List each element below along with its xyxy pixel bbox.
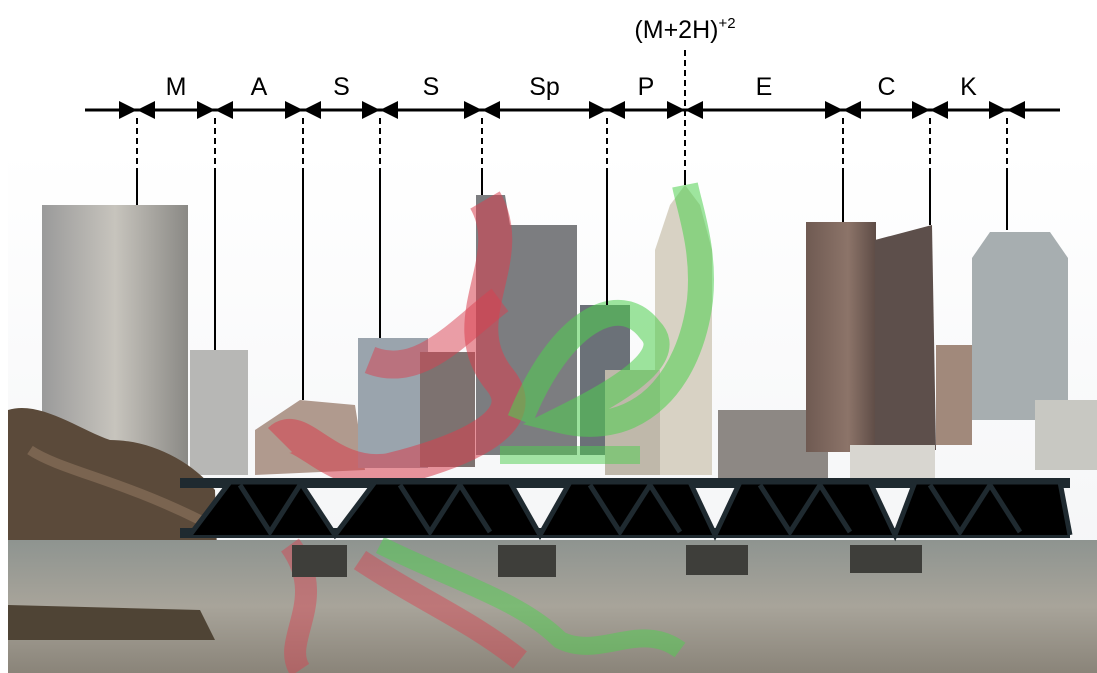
arrowhead: [930, 101, 948, 119]
arrowhead: [685, 101, 703, 119]
arrowhead: [464, 101, 482, 119]
arrowhead: [285, 101, 303, 119]
arrowhead: [843, 101, 861, 119]
top-label-sup: +2: [718, 15, 735, 32]
arrowhead: [825, 101, 843, 119]
segment-label: S: [333, 73, 350, 101]
top-label: (M+2H)+2: [634, 15, 735, 44]
segment-label: C: [877, 73, 895, 101]
arrowhead: [197, 101, 215, 119]
top-label-base: (M+2H): [634, 16, 718, 44]
segment-label: A: [251, 73, 268, 101]
segment-label: K: [960, 73, 977, 101]
arrowhead: [215, 101, 233, 119]
segment-label: P: [638, 73, 655, 101]
arrowhead: [589, 101, 607, 119]
arrowhead: [607, 101, 625, 119]
segment-label: M: [166, 73, 187, 101]
arrowhead: [482, 101, 500, 119]
segment-label: S: [423, 73, 440, 101]
arrowhead: [380, 101, 398, 119]
arrowhead: [667, 101, 685, 119]
arrowhead: [989, 101, 1007, 119]
arrowhead: [303, 101, 321, 119]
figure: (M+2H)+2 M A S S Sp P E C K: [0, 0, 1097, 673]
arrowhead: [1007, 101, 1025, 119]
arrowhead: [137, 101, 155, 119]
arrowhead: [119, 101, 137, 119]
photo: [8, 150, 1097, 673]
segment-label: Sp: [529, 73, 560, 101]
arrowhead: [362, 101, 380, 119]
segment-label: E: [756, 73, 773, 101]
arrowhead: [912, 101, 930, 119]
